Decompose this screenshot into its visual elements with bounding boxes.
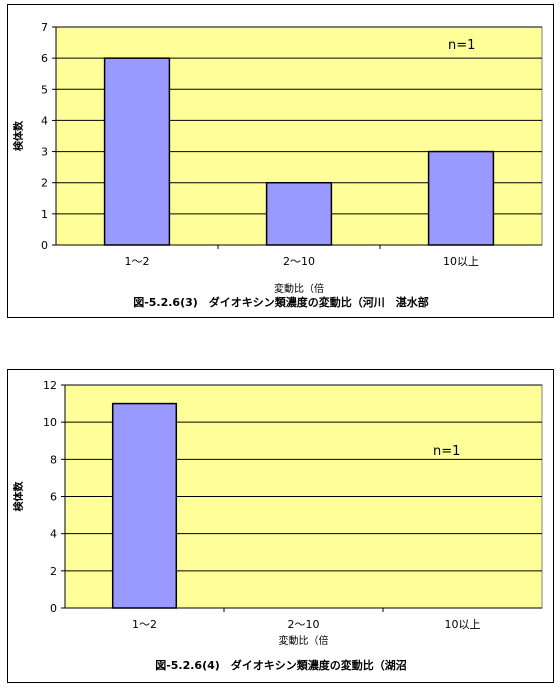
y-tick-label: 4 bbox=[41, 114, 48, 127]
x-tick-label: 1～2 bbox=[132, 618, 157, 631]
chart-2: 0 2 4 6 8 10 12 1～2 2～10 10以上 n=1 検体数変動比（倍図-5.2.6(4… bbox=[12, 379, 543, 672]
y-tick-label: 4 bbox=[50, 528, 57, 541]
y-tick-label: 6 bbox=[50, 491, 57, 504]
figure-caption: 図-5.2.6(4) ダイオキシン類濃度の変動比（湖沼 bbox=[155, 658, 407, 672]
y-tick-label: 0 bbox=[50, 602, 57, 615]
chart-1: 0 1 2 3 4 5 6 7 1～2 2～10 10以上 n=1 検体数変動比（倍図-5.2.6(3)… bbox=[12, 21, 543, 309]
y-tick-label: 3 bbox=[41, 146, 48, 159]
y-tick-label: 6 bbox=[41, 52, 48, 65]
y-tick-label: 12 bbox=[43, 379, 57, 392]
chart-panel-1: 0 1 2 3 4 5 6 7 1～2 2～10 10以上 n=1 検体数変動比（倍 図-5.2.6(3)… bbox=[7, 4, 554, 318]
y-tick-label: 7 bbox=[41, 21, 48, 34]
chart-panel-2: 0 2 4 6 8 10 12 1～2 2～10 10以上 n=1 検体数変動比（倍図-5.2.6(4… bbox=[7, 369, 554, 683]
x-tick-label: 1～2 bbox=[125, 255, 150, 268]
bar-1 bbox=[111, 402, 178, 609]
bar-1 bbox=[103, 57, 171, 246]
x-tick-label: 2～10 bbox=[283, 255, 315, 268]
figure-caption: 図-5.2.6(3) ダイオキシン類濃度の変動比（河川 湛水部 bbox=[133, 295, 429, 309]
n-annotation: n=1 bbox=[433, 444, 460, 459]
bar-3 bbox=[427, 150, 495, 246]
x-axis-label: 変動比（倍 bbox=[274, 282, 324, 295]
n-annotation: n=1 bbox=[448, 38, 475, 53]
y-tick-label: 10 bbox=[43, 416, 57, 429]
y-axis-label: 検体数 bbox=[12, 120, 25, 151]
x-tick-label: 2～10 bbox=[288, 618, 320, 631]
y-tick-label: 2 bbox=[41, 177, 48, 190]
y-tick-label: 2 bbox=[50, 565, 57, 578]
y-axis-label: 検体数 bbox=[12, 481, 25, 512]
y-tick-label: 0 bbox=[41, 239, 48, 252]
y-tick-label: 5 bbox=[41, 83, 48, 96]
bar-2 bbox=[265, 181, 333, 246]
x-axis-label: 変動比（倍 bbox=[279, 634, 329, 647]
x-tick-label: 10以上 bbox=[443, 255, 479, 268]
y-tick-label: 8 bbox=[50, 453, 57, 466]
y-tick-label: 1 bbox=[41, 208, 48, 221]
x-tick-label: 10以上 bbox=[445, 618, 481, 631]
